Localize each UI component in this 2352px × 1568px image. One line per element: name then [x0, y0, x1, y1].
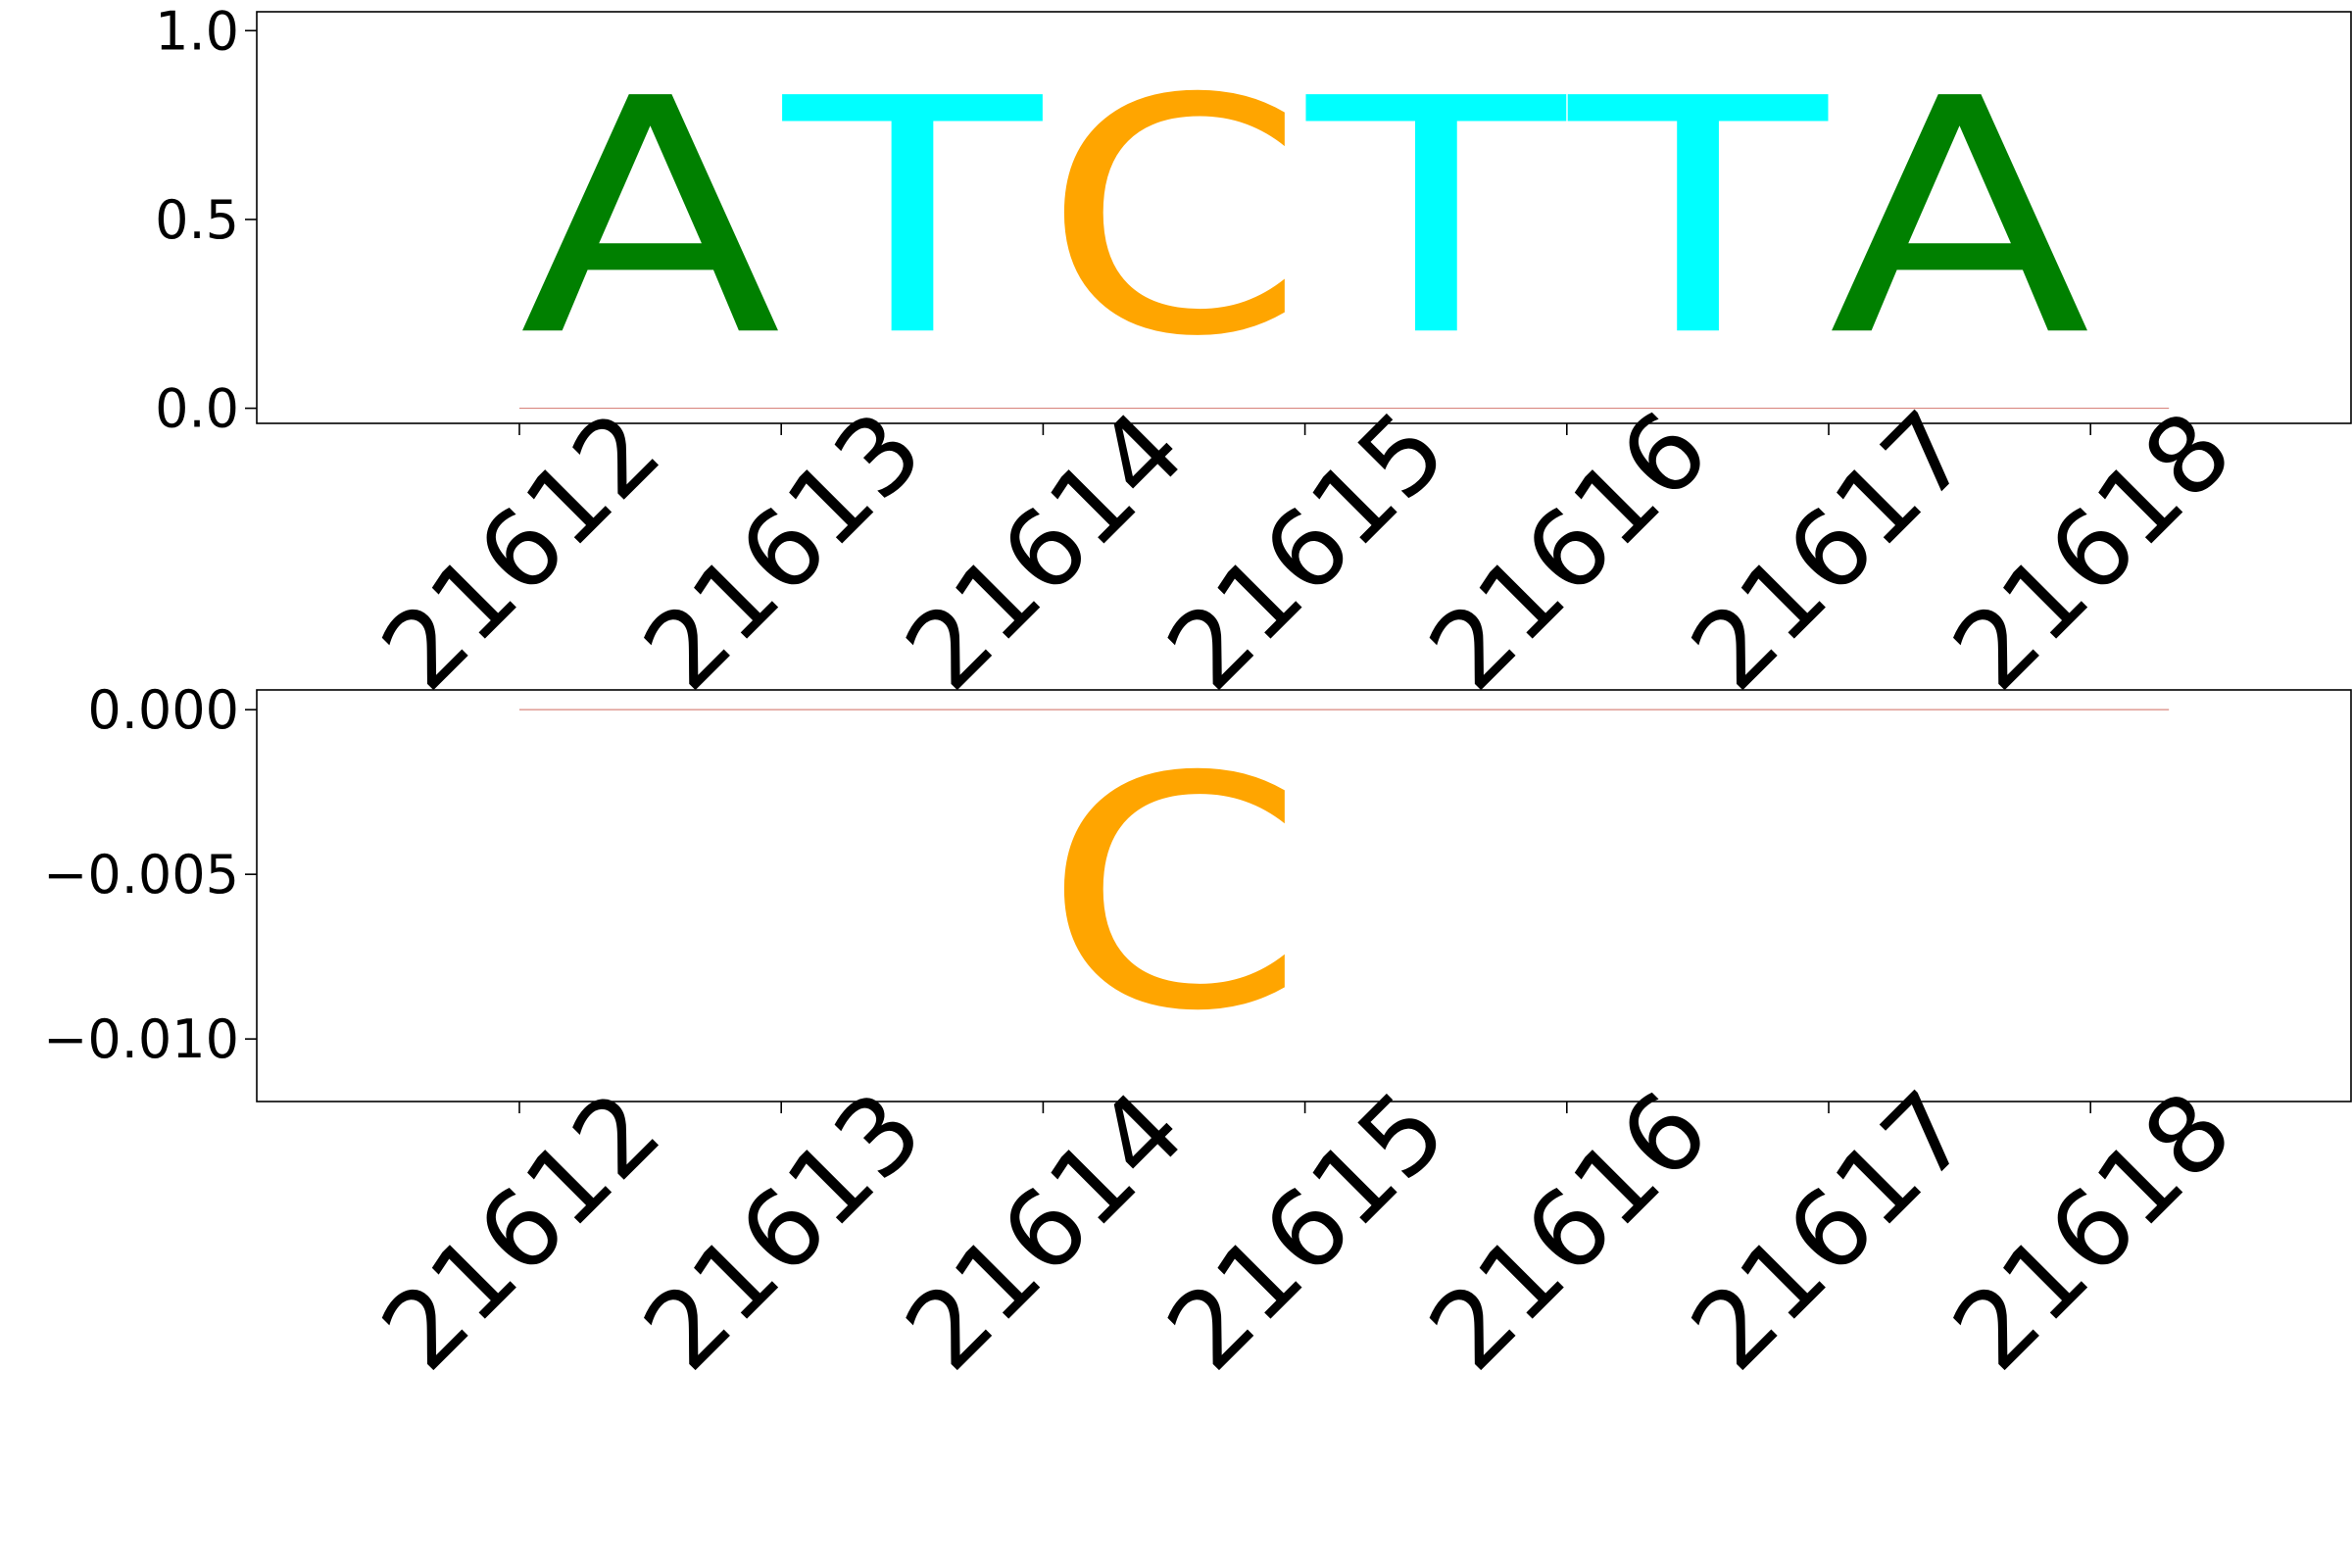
logo-letter-t: T: [777, 29, 1048, 408]
x-tick-label: 21617: [1669, 1069, 1993, 1394]
logo-letter-a: A: [519, 30, 783, 408]
x-tick-label: 21614: [883, 1069, 1207, 1394]
logo-letter-c: C: [1043, 709, 1304, 1081]
y-tick-label: 0.5: [155, 189, 239, 251]
x-tick-label: 21616: [1407, 1069, 1732, 1394]
x-tick-label: 21615: [1145, 1069, 1469, 1394]
x-tick-label: 21613: [621, 389, 946, 713]
logo-letter-c: C: [1043, 30, 1304, 408]
y-tick-label: 0.000: [87, 679, 239, 741]
logo-letter-t: T: [1562, 29, 1833, 408]
y-tick-label: −0.005: [43, 844, 239, 906]
bottom-logo-panel: 0.000−0.005−0.01021612216132161421615216…: [43, 679, 2352, 1394]
x-tick-label: 21612: [360, 389, 684, 713]
x-tick-label: 21618: [1931, 389, 2255, 713]
x-tick-label: 21612: [360, 1069, 684, 1394]
x-tick-label: 21617: [1669, 389, 1993, 713]
y-tick-label: −0.010: [43, 1008, 239, 1070]
logo-letter-a: A: [1829, 30, 2092, 408]
logo-letter-t: T: [1300, 29, 1571, 408]
axes-frame: [256, 11, 2352, 424]
y-tick-label: 1.0: [155, 0, 239, 62]
x-tick-label: 21616: [1407, 389, 1732, 713]
x-tick-label: 21614: [883, 389, 1207, 713]
axes-frame: [256, 689, 2352, 1102]
x-tick-label: 21615: [1145, 389, 1469, 713]
x-tick-label: 21618: [1931, 1069, 2255, 1394]
y-tick-label: 0.0: [155, 378, 239, 440]
x-tick-label: 21613: [621, 1069, 946, 1394]
top-logo-panel: 0.0 0.5 1.0 2161221613216142161521616216172…: [155, 0, 2352, 713]
